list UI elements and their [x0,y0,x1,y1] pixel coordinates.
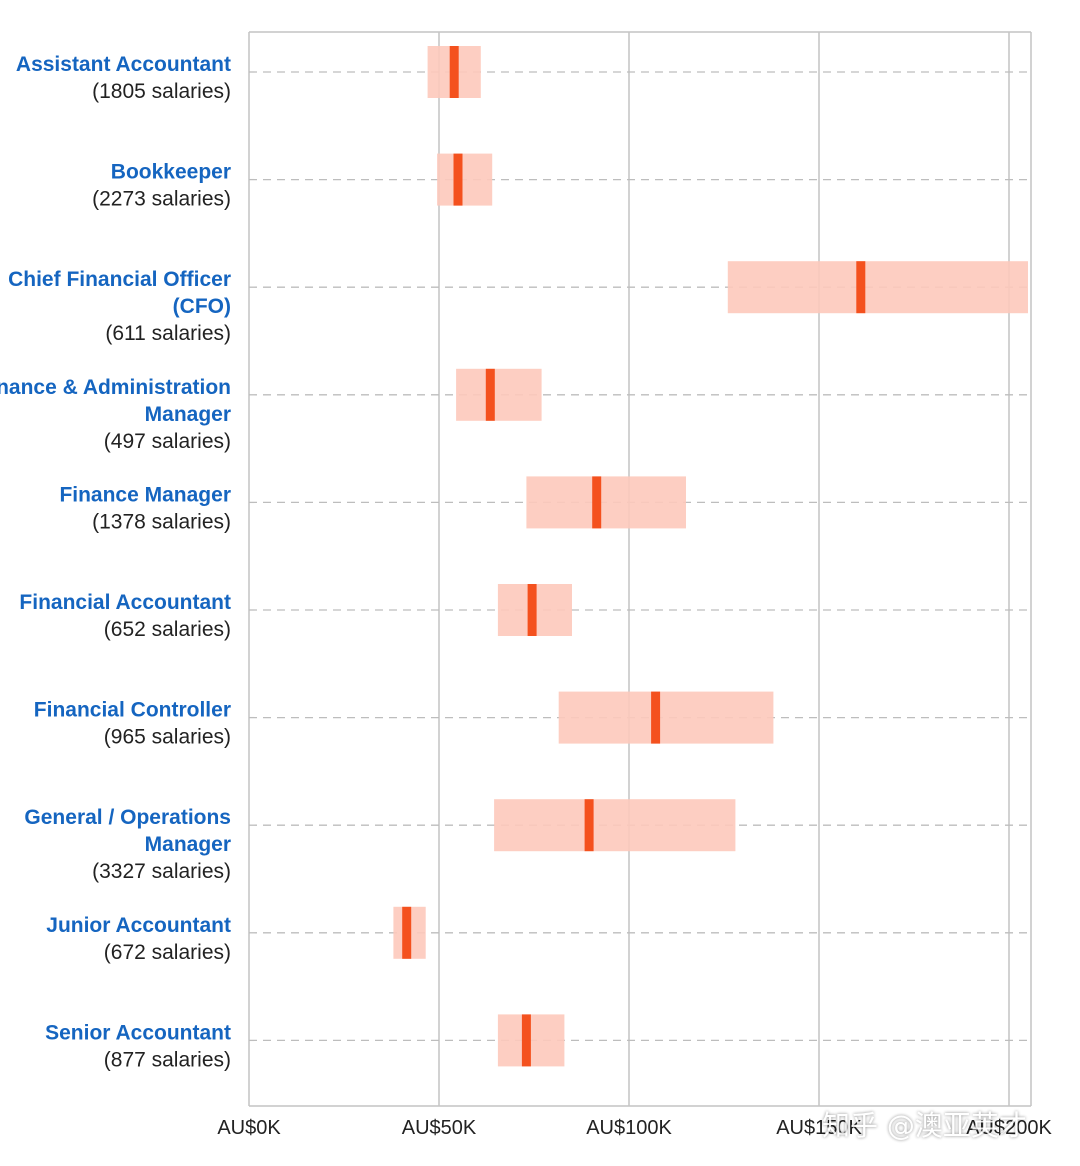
job-name-8-line-0: Junior Accountant [46,914,231,937]
median-marker-4 [592,476,602,529]
salary-count-3: (497 salaries) [104,430,231,453]
median-marker-7 [584,799,594,852]
salary-range-bars [393,46,1028,1067]
salary-range-bar-3 [456,368,542,421]
median-marker-5 [527,584,537,636]
job-name-7-line-1: Manager [145,833,231,856]
vertical-gridlines [248,31,1032,1107]
job-labels: Assistant Accountant (1805 salaries) Bookk… [0,53,231,1071]
x-tick-label-0: AU$0K [217,1117,281,1139]
salary-count-1: (2273 salaries) [92,188,231,211]
median-marker-9 [521,1014,531,1067]
salary-range-bar-7 [494,799,736,852]
median-marker-8 [402,906,412,959]
salary-count-5: (652 salaries) [104,618,231,641]
x-tick-label-1: AU$50K [402,1117,477,1139]
x-tick-label-3: AU$150K [776,1117,862,1139]
salary-range-bar-4 [526,476,686,529]
job-name-6-line-0: Financial Controller [34,699,231,722]
job-name-5-line-0: Financial Accountant [19,591,231,614]
salary-count-2: (611 salaries) [105,322,231,345]
job-name-2-line-0: Chief Financial Officer [8,268,231,291]
median-marker-3 [485,368,495,421]
salary-range-bar-2 [727,261,1028,314]
job-name-9-line-0: Senior Accountant [45,1021,231,1044]
x-axis-tick-labels: AU$0K AU$50K AU$100K AU$150K AU$200K [217,1117,1052,1139]
job-name-3-line-0: Finance & Administration [0,376,231,399]
watermark-text: 知乎 @澳亚英才 [822,1109,1027,1142]
x-tick-label-2: AU$100K [586,1117,672,1139]
job-name-1-line-0: Bookkeeper [111,161,231,184]
salary-count-9: (877 salaries) [104,1048,231,1071]
salary-count-6: (965 salaries) [104,726,231,749]
salary-range-bar-1 [437,153,493,206]
salary-range-bar-6 [558,691,774,744]
median-marker-2 [856,261,866,314]
job-name-3-line-1: Manager [145,403,231,426]
salary-count-7: (3327 salaries) [92,860,231,883]
median-marker-1 [453,153,463,206]
salary-count-0: (1805 salaries) [92,80,231,103]
salary-count-4: (1378 salaries) [92,510,231,533]
job-name-4-line-0: Finance Manager [59,483,231,506]
salary-count-8: (672 salaries) [104,941,231,964]
x-tick-label-4: AU$200K [966,1117,1052,1139]
median-marker-6 [651,691,661,744]
job-name-0-line-0: Assistant Accountant [16,53,231,76]
job-name-7-line-0: General / Operations [24,806,231,829]
row-guide-lines [249,71,1031,1042]
salary-range-bar-9 [497,1014,565,1067]
median-marker-0 [449,46,459,98]
job-name-2-line-1: (CFO) [173,295,231,318]
